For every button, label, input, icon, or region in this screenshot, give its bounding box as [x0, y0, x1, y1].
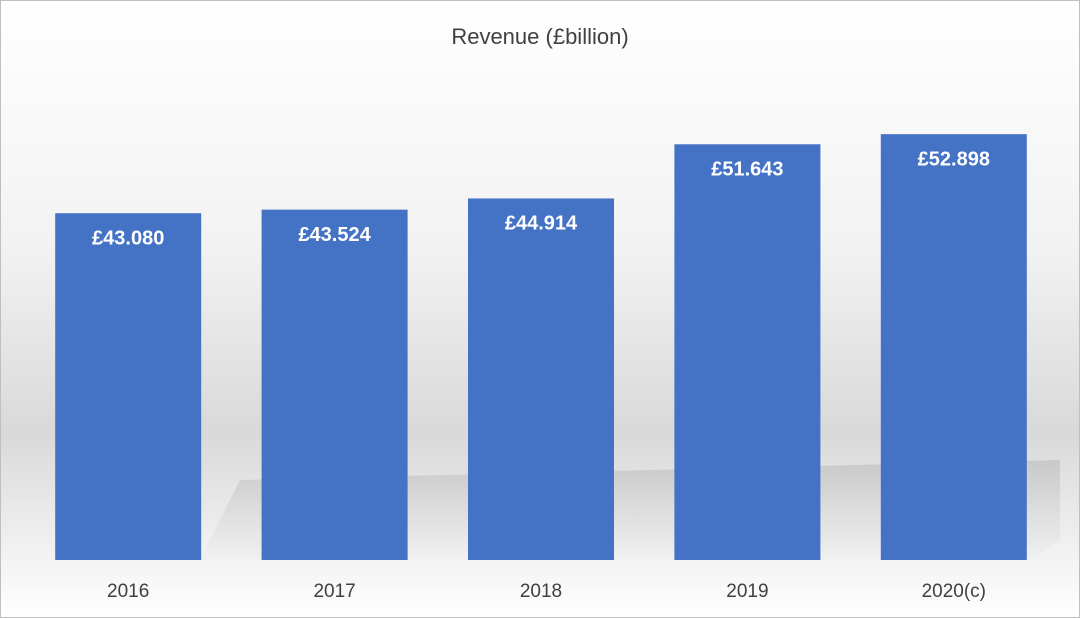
x-tick-label: 2020(c) — [922, 581, 986, 602]
bar — [674, 144, 821, 560]
x-tick-label: 2019 — [726, 581, 768, 602]
floor-shadow — [200, 460, 1060, 560]
value-label: £43.080 — [92, 227, 164, 249]
value-label: £44.914 — [505, 213, 578, 235]
chart-title: Revenue (£billion) — [451, 24, 628, 49]
bar — [880, 134, 1027, 561]
bar — [55, 213, 202, 560]
value-label: £51.643 — [711, 159, 783, 181]
bar — [261, 209, 408, 560]
bar — [468, 198, 614, 560]
value-label: £43.524 — [298, 224, 371, 246]
x-tick-label: 2016 — [107, 581, 149, 602]
x-tick-label: 2018 — [520, 581, 562, 602]
x-tick-label: 2017 — [313, 581, 355, 602]
value-label: £52.898 — [918, 148, 990, 170]
